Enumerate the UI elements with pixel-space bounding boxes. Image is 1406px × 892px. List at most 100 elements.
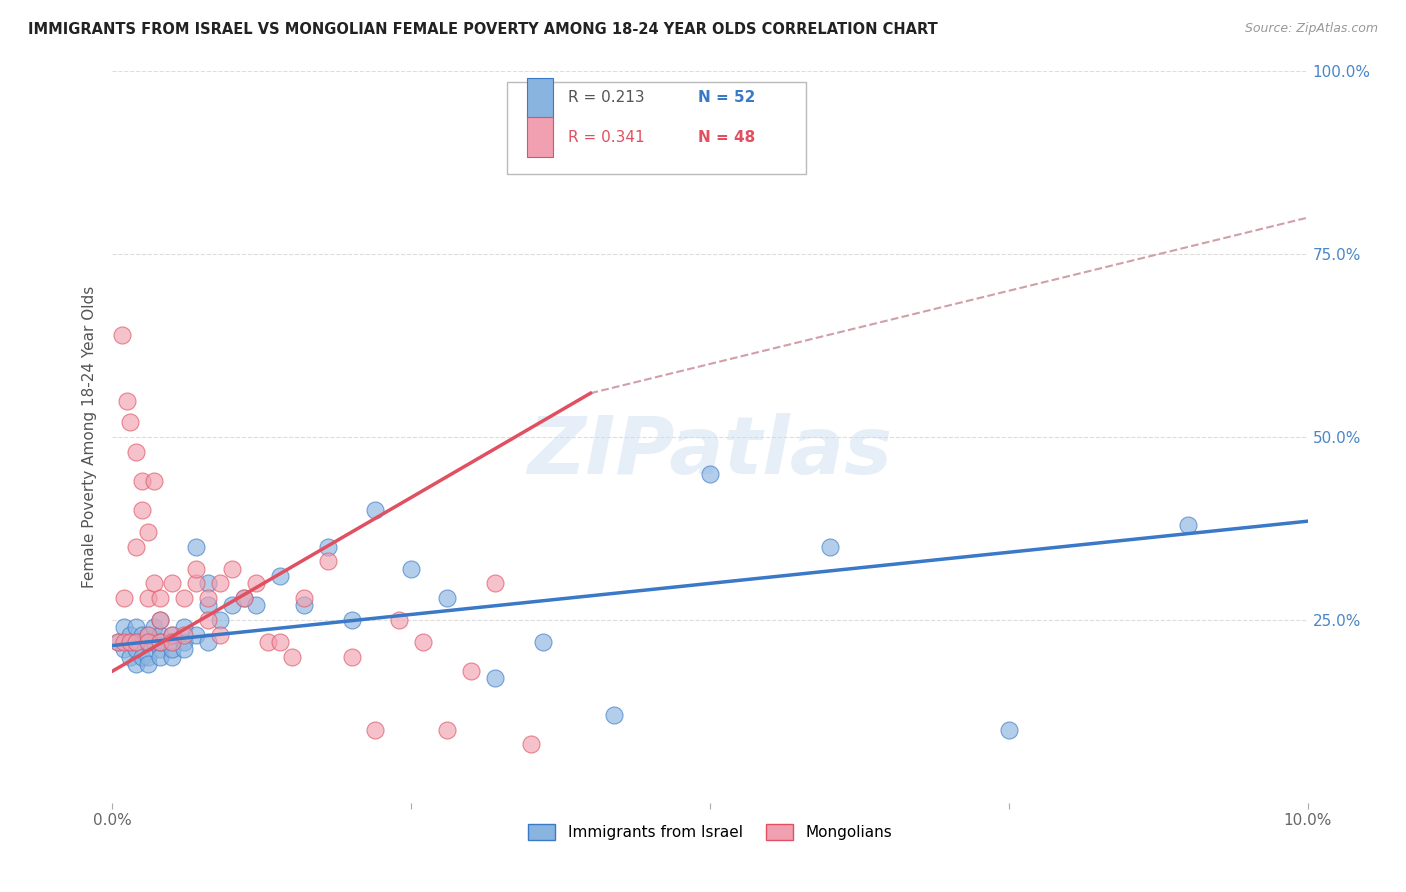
Point bbox=[115, 393, 138, 408]
Point bbox=[173, 620, 195, 634]
Point bbox=[125, 635, 148, 649]
Point bbox=[388, 613, 411, 627]
Point bbox=[125, 635, 148, 649]
Point bbox=[138, 635, 160, 649]
Text: ZIPatlas: ZIPatlas bbox=[527, 413, 893, 491]
Point bbox=[520, 737, 543, 751]
Legend: Immigrants from Israel, Mongolians: Immigrants from Israel, Mongolians bbox=[522, 818, 898, 847]
Point bbox=[401, 562, 423, 576]
Point bbox=[233, 591, 256, 605]
Point bbox=[149, 635, 172, 649]
Point bbox=[111, 327, 134, 342]
Point bbox=[125, 620, 148, 634]
Point bbox=[131, 627, 153, 641]
Text: R = 0.213: R = 0.213 bbox=[568, 90, 644, 105]
Point bbox=[245, 599, 267, 613]
Point bbox=[436, 723, 458, 737]
Point bbox=[114, 591, 135, 605]
Point bbox=[340, 649, 363, 664]
Point bbox=[114, 642, 135, 657]
Point bbox=[186, 562, 208, 576]
Point bbox=[107, 635, 129, 649]
Point bbox=[149, 642, 172, 657]
Point bbox=[221, 599, 243, 613]
Point bbox=[364, 723, 387, 737]
Point bbox=[120, 635, 142, 649]
Point bbox=[120, 416, 142, 430]
Point bbox=[316, 554, 339, 568]
Point bbox=[138, 627, 160, 641]
Point bbox=[162, 649, 183, 664]
Point bbox=[269, 635, 291, 649]
Point bbox=[138, 627, 160, 641]
Point bbox=[162, 627, 183, 641]
Point bbox=[120, 649, 142, 664]
Point bbox=[484, 576, 506, 591]
Point bbox=[281, 649, 304, 664]
Point bbox=[209, 627, 232, 641]
Point bbox=[436, 591, 458, 605]
Point bbox=[1177, 517, 1199, 532]
Point bbox=[138, 649, 160, 664]
Point bbox=[131, 649, 153, 664]
Text: IMMIGRANTS FROM ISRAEL VS MONGOLIAN FEMALE POVERTY AMONG 18-24 YEAR OLDS CORRELA: IMMIGRANTS FROM ISRAEL VS MONGOLIAN FEMA… bbox=[28, 22, 938, 37]
Point bbox=[173, 635, 195, 649]
Point bbox=[233, 591, 256, 605]
Point bbox=[173, 591, 195, 605]
Point bbox=[221, 562, 243, 576]
Point bbox=[131, 503, 153, 517]
Point bbox=[292, 599, 315, 613]
Point bbox=[197, 591, 219, 605]
Point bbox=[162, 635, 183, 649]
Point bbox=[197, 635, 219, 649]
Point bbox=[143, 576, 166, 591]
Point bbox=[209, 576, 232, 591]
Point bbox=[292, 591, 315, 605]
Point bbox=[125, 642, 148, 657]
Point bbox=[186, 540, 208, 554]
Point bbox=[818, 540, 841, 554]
Point bbox=[269, 569, 291, 583]
Point bbox=[197, 576, 219, 591]
Point bbox=[143, 620, 166, 634]
Point bbox=[186, 627, 208, 641]
Point bbox=[162, 635, 183, 649]
Point bbox=[149, 613, 172, 627]
Point bbox=[114, 620, 135, 634]
Point bbox=[162, 642, 183, 657]
Point bbox=[120, 627, 142, 641]
Point bbox=[107, 635, 129, 649]
Point bbox=[131, 474, 153, 488]
Point bbox=[149, 613, 172, 627]
Point bbox=[460, 664, 482, 678]
Point bbox=[138, 657, 160, 671]
Point bbox=[257, 635, 280, 649]
Point bbox=[149, 649, 172, 664]
Point bbox=[197, 613, 219, 627]
Point bbox=[699, 467, 721, 481]
Point bbox=[316, 540, 339, 554]
Point bbox=[149, 635, 172, 649]
Point bbox=[245, 576, 267, 591]
Point bbox=[138, 635, 160, 649]
Bar bbox=[527, 117, 554, 158]
Point bbox=[138, 591, 160, 605]
Point bbox=[364, 503, 387, 517]
Point bbox=[173, 642, 195, 657]
Text: N = 52: N = 52 bbox=[699, 90, 755, 105]
Point bbox=[173, 627, 195, 641]
Text: N = 48: N = 48 bbox=[699, 130, 755, 145]
Point bbox=[340, 613, 363, 627]
Point bbox=[125, 657, 148, 671]
Point bbox=[412, 635, 434, 649]
Point bbox=[143, 635, 166, 649]
Point bbox=[162, 576, 183, 591]
FancyBboxPatch shape bbox=[508, 82, 806, 174]
Point bbox=[197, 599, 219, 613]
Point bbox=[143, 474, 166, 488]
Point bbox=[603, 708, 626, 723]
Point bbox=[484, 672, 506, 686]
Point bbox=[125, 444, 148, 458]
Point bbox=[125, 540, 148, 554]
Point bbox=[186, 576, 208, 591]
